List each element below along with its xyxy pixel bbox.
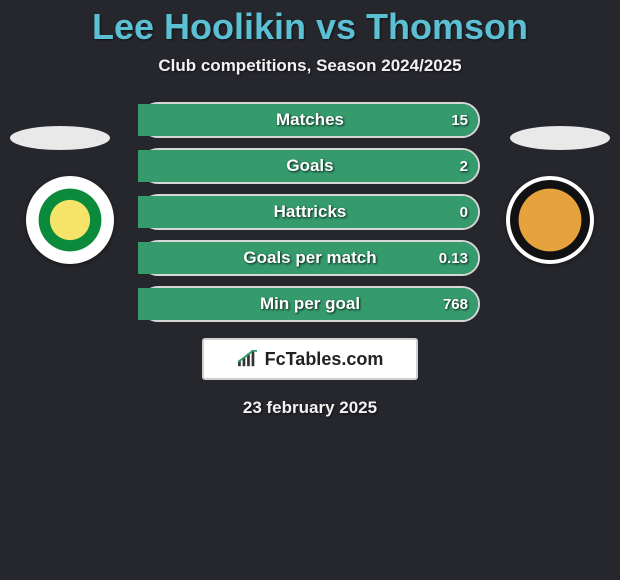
stats-container: Matches15 Goals2 Hattricks0 Goals per match… — [0, 102, 620, 322]
stat-value-right: 15 — [439, 102, 480, 138]
fctables-logo-text: FcTables.com — [265, 349, 384, 370]
fctables-logo: FcTables.com — [202, 338, 418, 380]
stat-label: Goals — [140, 148, 480, 184]
stat-bar: Matches15 — [140, 102, 480, 138]
subtitle: Club competitions, Season 2024/2025 — [0, 56, 620, 76]
stat-value-right: 2 — [448, 148, 480, 184]
stat-value-right: 0 — [448, 194, 480, 230]
stat-row: Min per goal768 — [0, 286, 620, 322]
bar-chart-icon — [237, 350, 259, 368]
stat-row: Goals2 — [0, 148, 620, 184]
stat-label: Hattricks — [140, 194, 480, 230]
page-title: Lee Hoolikin vs Thomson — [0, 0, 620, 48]
stat-label: Matches — [140, 102, 480, 138]
stat-bar: Hattricks0 — [140, 194, 480, 230]
stat-row: Goals per match0.13 — [0, 240, 620, 276]
stat-row: Hattricks0 — [0, 194, 620, 230]
stat-label: Min per goal — [140, 286, 480, 322]
stat-value-right: 768 — [431, 286, 480, 322]
date-line: 23 february 2025 — [0, 398, 620, 418]
stat-row: Matches15 — [0, 102, 620, 138]
stat-value-right: 0.13 — [427, 240, 480, 276]
stat-bar: Min per goal768 — [140, 286, 480, 322]
stat-bar: Goals per match0.13 — [140, 240, 480, 276]
stat-bar: Goals2 — [140, 148, 480, 184]
